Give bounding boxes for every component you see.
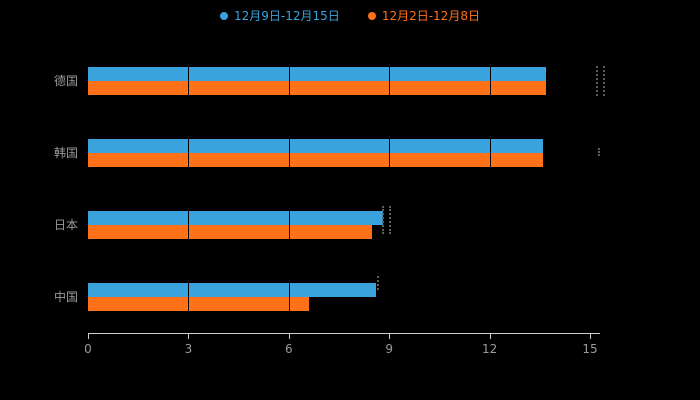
category-label: 韩国 <box>53 146 78 160</box>
x-axis-tick-label: 15 <box>582 342 598 356</box>
x-axis-tick <box>88 334 89 339</box>
category-label: 德国 <box>53 74 78 88</box>
legend-label-dec9-dec15: 12月9日-12月15日 <box>234 9 340 23</box>
gridline <box>188 45 190 333</box>
bar-series-0-cat-0 <box>88 67 546 81</box>
bar-series-1-cat-0 <box>88 81 546 95</box>
gridline <box>288 45 290 333</box>
x-axis-tick <box>590 334 591 339</box>
legend-item-dec9-dec15[interactable]: 12月9日-12月15日 <box>220 7 340 24</box>
gridline <box>389 45 391 333</box>
x-axis-tick <box>288 334 290 339</box>
bar-series-0-cat-3 <box>88 283 376 297</box>
gridline <box>489 45 491 333</box>
x-axis-tick-label: 6 <box>284 342 293 356</box>
bar-series-1-cat-3 <box>88 297 309 311</box>
category-label: 日本 <box>53 218 78 232</box>
legend-label-dec2-dec8: 12月2日-12月8日 <box>381 9 480 23</box>
bar-series-0-cat-1 <box>88 139 543 153</box>
dotted-artifact <box>596 66 605 96</box>
bar-series-0-cat-2 <box>88 211 383 225</box>
category-label: 中国 <box>53 290 78 304</box>
legend: 12月9日-12月15日 12月2日-12月8日 <box>0 7 700 24</box>
x-axis-tick-label: 9 <box>385 342 393 356</box>
x-axis-tick <box>489 334 491 339</box>
dotted-artifact <box>382 206 391 234</box>
x-axis-tick <box>389 334 391 339</box>
x-axis-tick <box>188 334 190 339</box>
x-axis-tick-label: 12 <box>481 342 498 356</box>
x-axis-line <box>88 333 600 334</box>
x-axis-tick-label: 0 <box>84 342 92 356</box>
legend-item-dec2-dec8[interactable]: 12月2日-12月8日 <box>367 7 480 24</box>
gridline <box>590 45 591 333</box>
legend-marker-blue-icon <box>220 11 229 20</box>
x-axis-tick-label: 3 <box>184 342 193 356</box>
dotted-artifact <box>598 148 600 156</box>
legend-marker-orange-icon <box>367 11 376 20</box>
bar-series-1-cat-2 <box>88 225 372 239</box>
dotted-artifact <box>377 276 379 290</box>
bar-series-1-cat-1 <box>88 153 543 167</box>
